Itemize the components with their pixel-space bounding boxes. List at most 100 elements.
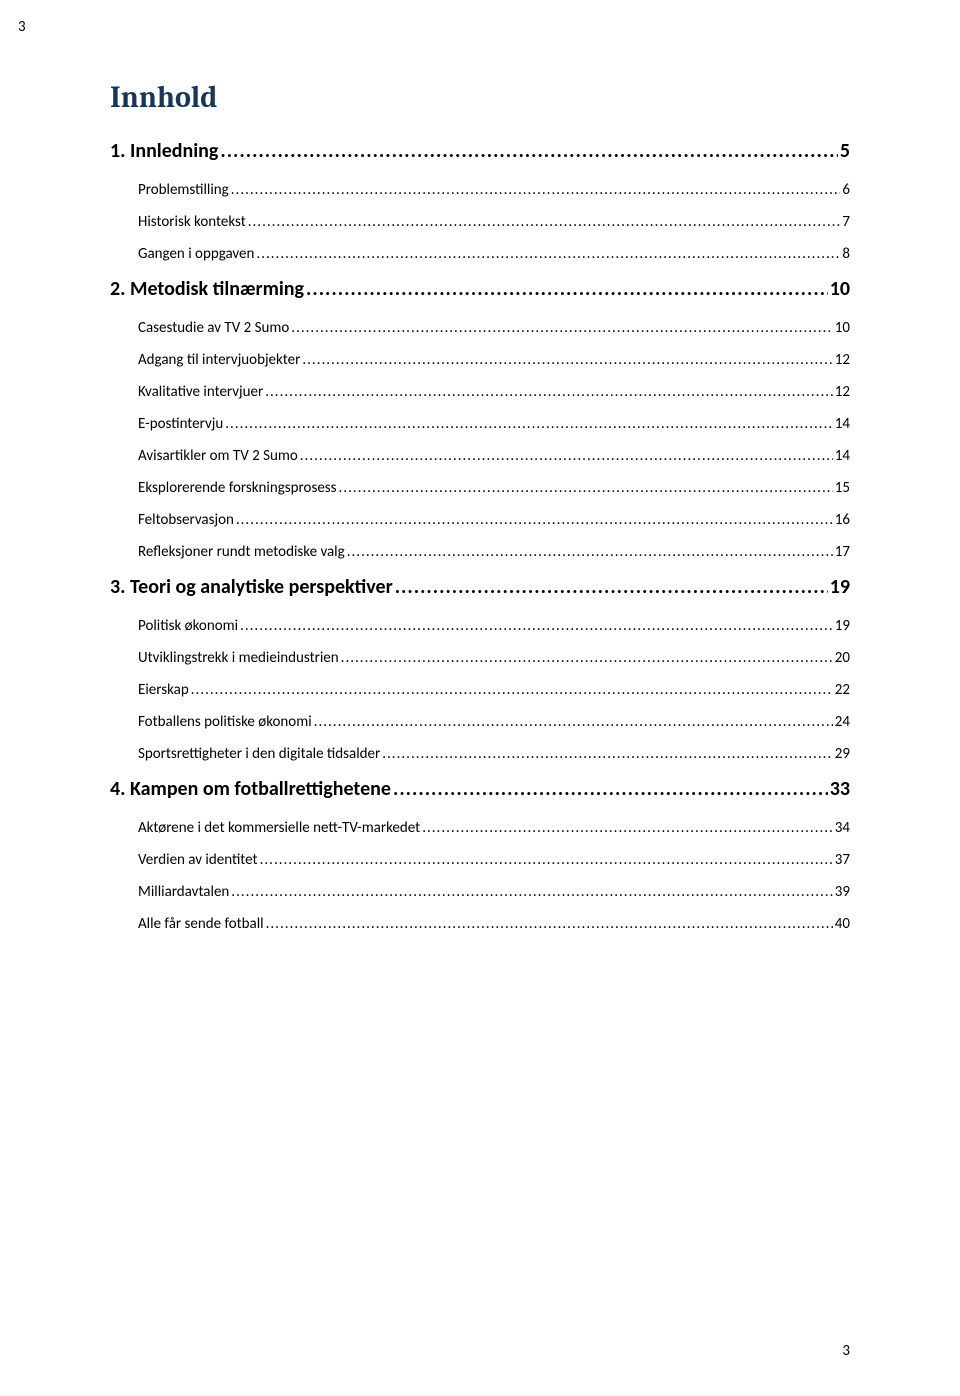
document-page: 3 Innhold 1. Innledning 5 Problemstilling 6… xyxy=(0,0,960,1396)
toc-page-number: 12 xyxy=(835,383,850,401)
toc-label: Refleksjoner rundt metodiske valg xyxy=(138,543,345,561)
toc-label: Problemstilling xyxy=(138,181,229,199)
toc-page-number: 14 xyxy=(835,447,850,465)
toc-page-number: 40 xyxy=(835,915,850,933)
toc-label: Adgang til intervjuobjekter xyxy=(138,351,300,369)
toc-entry: E-postintervju 14 xyxy=(138,415,850,433)
toc-leader-dots xyxy=(225,415,833,433)
toc-entry: 1. Innledning 5 xyxy=(110,139,850,163)
toc-leader-dots xyxy=(220,139,837,163)
bottom-page-number: 3 xyxy=(842,1342,850,1360)
toc-label: 3. Teori og analytiske perspektiver xyxy=(110,575,393,599)
toc-page-number: 5 xyxy=(840,139,850,163)
toc-label: E-postintervju xyxy=(138,415,223,433)
toc-label: Eksplorerende forskningsprosess xyxy=(138,479,337,497)
toc-entry: Eierskap 22 xyxy=(138,681,850,699)
toc-page-number: 12 xyxy=(835,351,850,369)
toc-leader-dots xyxy=(265,383,833,401)
toc-label: 1. Innledning xyxy=(110,139,218,163)
toc-page-number: 6 xyxy=(842,181,850,199)
toc-page-number: 33 xyxy=(830,777,850,801)
toc-label: Milliardavtalen xyxy=(138,883,229,901)
toc-entry: Kvalitative intervjuer 12 xyxy=(138,383,850,401)
toc-label: Alle får sende fotball xyxy=(138,915,264,933)
toc-page-number: 19 xyxy=(830,575,850,599)
toc-label: Historisk kontekst xyxy=(138,213,246,231)
toc-leader-dots xyxy=(341,649,833,667)
toc-leader-dots xyxy=(260,851,833,869)
toc-leader-dots xyxy=(422,819,833,837)
toc-leader-dots xyxy=(191,681,833,699)
toc-label: Kvalitative intervjuer xyxy=(138,383,263,401)
toc-page-number: 39 xyxy=(835,883,850,901)
toc-leader-dots xyxy=(395,575,828,599)
toc-entry: Politisk økonomi 19 xyxy=(138,617,850,635)
toc-leader-dots xyxy=(347,543,833,561)
toc-page-number: 20 xyxy=(835,649,850,667)
toc-page-number: 10 xyxy=(830,277,850,301)
top-page-number: 3 xyxy=(18,18,26,36)
toc-entry: Fotballens politiske økonomi 24 xyxy=(138,713,850,731)
toc-leader-dots xyxy=(236,511,833,529)
toc-label: Utviklingstrekk i medieindustrien xyxy=(138,649,339,667)
toc-label: Fotballens politiske økonomi xyxy=(138,713,312,731)
toc-label: Feltobservasjon xyxy=(138,511,234,529)
toc-container: 1. Innledning 5 Problemstilling 6 Historisk … xyxy=(110,139,850,933)
toc-page-number: 34 xyxy=(835,819,850,837)
toc-leader-dots xyxy=(231,181,841,199)
toc-label: Avisartikler om TV 2 Sumo xyxy=(138,447,298,465)
toc-leader-dots xyxy=(302,351,832,369)
toc-leader-dots xyxy=(382,745,833,763)
toc-page-number: 19 xyxy=(835,617,850,635)
toc-label: Casestudie av TV 2 Sumo xyxy=(138,319,289,337)
toc-page-number: 16 xyxy=(835,511,850,529)
toc-entry: 4. Kampen om fotballrettighetene 33 xyxy=(110,777,850,801)
toc-entry: Aktørene i det kommersielle nett-TV-mark… xyxy=(138,819,850,837)
toc-entry: 3. Teori og analytiske perspektiver 19 xyxy=(110,575,850,599)
toc-page-number: 15 xyxy=(835,479,850,497)
toc-entry: Feltobservasjon 16 xyxy=(138,511,850,529)
toc-leader-dots xyxy=(314,713,833,731)
toc-entry: Gangen i oppgaven 8 xyxy=(138,245,850,263)
toc-entry: Eksplorerende forskningsprosess 15 xyxy=(138,479,850,497)
toc-entry: Sportsrettigheter i den digitale tidsald… xyxy=(138,745,850,763)
toc-leader-dots xyxy=(256,245,840,263)
toc-page-number: 10 xyxy=(835,319,850,337)
toc-page-number: 22 xyxy=(835,681,850,699)
toc-page-number: 7 xyxy=(842,213,850,231)
toc-leader-dots xyxy=(306,277,828,301)
toc-leader-dots xyxy=(240,617,833,635)
toc-label: Verdien av identitet xyxy=(138,851,258,869)
toc-page-number: 24 xyxy=(835,713,850,731)
toc-entry: 2. Metodisk tilnærming 10 xyxy=(110,277,850,301)
toc-leader-dots xyxy=(231,883,832,901)
toc-label: Gangen i oppgaven xyxy=(138,245,254,263)
toc-heading: Innhold xyxy=(110,80,850,115)
toc-entry: Alle får sende fotball 40 xyxy=(138,915,850,933)
toc-page-number: 14 xyxy=(835,415,850,433)
toc-entry: Avisartikler om TV 2 Sumo 14 xyxy=(138,447,850,465)
toc-page-number: 29 xyxy=(835,745,850,763)
toc-leader-dots xyxy=(300,447,833,465)
toc-entry: Verdien av identitet 37 xyxy=(138,851,850,869)
toc-entry: Historisk kontekst 7 xyxy=(138,213,850,231)
toc-label: 2. Metodisk tilnærming xyxy=(110,277,304,301)
toc-label: Sportsrettigheter i den digitale tidsald… xyxy=(138,745,380,763)
toc-leader-dots xyxy=(266,915,833,933)
toc-label: 4. Kampen om fotballrettighetene xyxy=(110,777,391,801)
toc-page-number: 17 xyxy=(835,543,850,561)
toc-page-number: 37 xyxy=(835,851,850,869)
toc-label: Aktørene i det kommersielle nett-TV-mark… xyxy=(138,819,420,837)
toc-entry: Adgang til intervjuobjekter 12 xyxy=(138,351,850,369)
toc-entry: Utviklingstrekk i medieindustrien 20 xyxy=(138,649,850,667)
toc-entry: Refleksjoner rundt metodiske valg 17 xyxy=(138,543,850,561)
toc-leader-dots xyxy=(393,777,828,801)
toc-leader-dots xyxy=(291,319,833,337)
toc-entry: Casestudie av TV 2 Sumo 10 xyxy=(138,319,850,337)
toc-page-number: 8 xyxy=(842,245,850,263)
toc-label: Politisk økonomi xyxy=(138,617,238,635)
toc-leader-dots xyxy=(339,479,833,497)
toc-label: Eierskap xyxy=(138,681,189,699)
toc-entry: Milliardavtalen 39 xyxy=(138,883,850,901)
toc-entry: Problemstilling 6 xyxy=(138,181,850,199)
